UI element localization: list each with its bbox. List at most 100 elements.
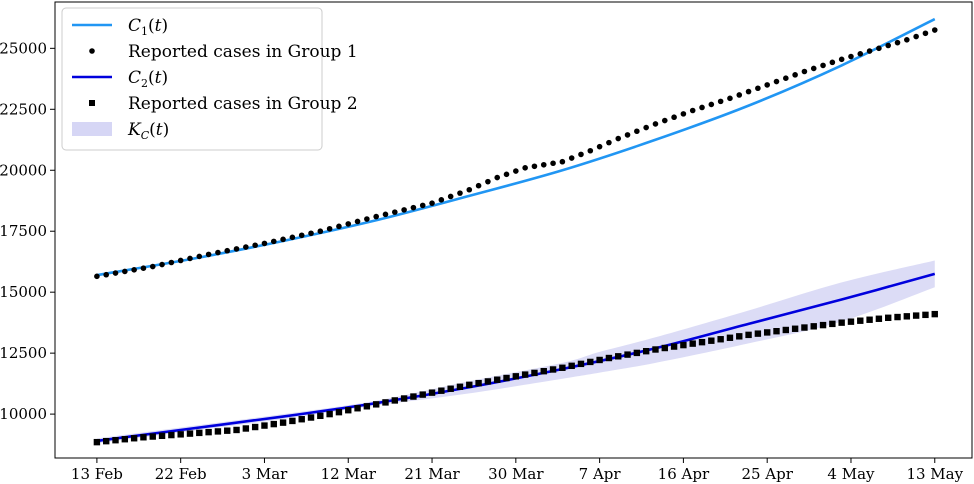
data-point [382, 211, 389, 218]
data-point [717, 98, 724, 105]
data-point [140, 434, 147, 441]
data-point [708, 337, 715, 344]
legend-label: KC(t) [127, 120, 169, 142]
x-tick-label: 30 Mar [488, 465, 544, 483]
data-point [643, 124, 649, 131]
legend-handle-square [89, 100, 95, 106]
data-point [401, 207, 407, 213]
data-point [670, 343, 678, 350]
data-point [149, 433, 156, 440]
data-point [624, 351, 631, 358]
data-point [866, 48, 873, 54]
data-point [289, 417, 296, 425]
x-tick-label: 21 Mar [404, 465, 460, 483]
y-tick-label: 10000 [0, 405, 47, 423]
legend-label: C2(t) [128, 68, 168, 90]
data-point [680, 341, 687, 349]
data-point [513, 168, 519, 174]
data-point [801, 324, 808, 331]
data-point [698, 338, 706, 346]
data-point [736, 333, 743, 340]
scatter-point-layer [93, 27, 938, 446]
data-point [196, 253, 203, 260]
data-point [429, 200, 435, 206]
data-point [205, 251, 212, 258]
x-tick-label: 7 Apr [579, 465, 622, 483]
data-point [475, 379, 482, 387]
y-tick-label: 22500 [0, 100, 47, 118]
data-point [503, 171, 510, 178]
data-point [810, 323, 817, 330]
data-point [205, 428, 212, 436]
data-point [680, 111, 687, 117]
data-point [196, 429, 203, 437]
data-point [857, 51, 864, 57]
data-point [270, 420, 277, 428]
data-point [261, 240, 268, 247]
data-point [243, 244, 249, 250]
data-point [633, 349, 641, 357]
data-point [298, 232, 305, 239]
data-point [130, 435, 138, 442]
data-point [587, 358, 594, 366]
data-point [736, 92, 743, 98]
data-point [540, 161, 547, 168]
data-point [215, 249, 221, 256]
data-point [103, 271, 109, 278]
data-point [727, 95, 733, 102]
x-tick-label: 12 Mar [321, 465, 377, 483]
data-point [773, 328, 780, 335]
data-point [466, 381, 473, 389]
data-point [661, 344, 668, 352]
data-point [345, 407, 352, 414]
data-point [642, 347, 650, 355]
data-point [568, 362, 575, 370]
data-point [122, 268, 128, 275]
data-point [224, 427, 231, 434]
data-point [876, 45, 882, 52]
data-point [364, 216, 370, 222]
data-point [438, 387, 445, 394]
legend-handle-band [72, 122, 112, 136]
data-point [382, 399, 389, 406]
x-tick-label: 25 Apr [741, 465, 793, 483]
data-point [559, 364, 566, 371]
kc-confidence-band [96, 260, 935, 444]
data-point [456, 383, 464, 390]
data-point [755, 85, 761, 92]
data-point [531, 369, 538, 377]
data-point [885, 42, 892, 49]
data-point [596, 356, 603, 364]
data-point [317, 228, 324, 235]
data-point [131, 267, 137, 273]
data-point [94, 273, 100, 280]
data-point [578, 151, 584, 158]
data-point [419, 391, 426, 398]
data-point [270, 238, 277, 245]
data-point [140, 265, 147, 272]
data-point [587, 147, 594, 154]
data-point [922, 311, 929, 319]
data-point [308, 230, 314, 237]
plot-area-frame [54, 1, 973, 459]
data-point [279, 419, 287, 426]
data-point [345, 221, 352, 227]
data-point [847, 318, 855, 325]
data-point [931, 310, 938, 318]
data-point [447, 193, 454, 200]
data-point [671, 114, 677, 121]
data-point [820, 62, 826, 69]
x-tick-label: 13 Feb [71, 465, 123, 483]
data-point [484, 378, 492, 385]
data-point [224, 247, 231, 254]
data-point [410, 393, 417, 400]
data-point [521, 371, 529, 378]
data-point [634, 128, 640, 135]
data-point [894, 39, 901, 46]
data-point [447, 385, 454, 392]
x-tick-label: 16 Apr [658, 465, 710, 483]
legend-label: Reported cases in Group 1 [128, 42, 358, 62]
data-point [596, 143, 603, 150]
data-point [838, 319, 845, 326]
data-point [531, 163, 538, 170]
